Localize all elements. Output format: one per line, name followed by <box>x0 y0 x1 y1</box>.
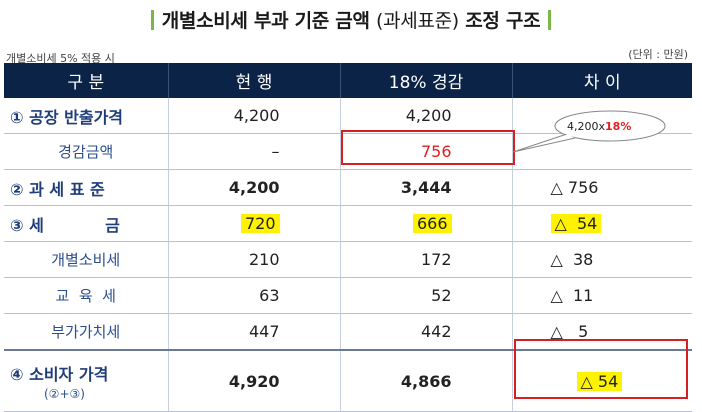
row-vat: 부가가치세 447 442 △ 5 <box>4 313 692 351</box>
page-title: 개별소비세 부과 기준 금액 (과세표준) 조정 구조 <box>0 6 702 33</box>
tax-base-current: 4,200 <box>167 169 340 206</box>
tax-diff: △ 54 <box>550 214 602 233</box>
consumer-reduced: 4,866 <box>339 350 512 412</box>
label-reduction: 경감금액 <box>4 133 168 170</box>
factory-reduced: 4,200 <box>339 98 512 134</box>
header-category: 구 분 <box>4 63 168 98</box>
tax-base-diff: △ 756 <box>511 169 692 206</box>
reduction-current: – <box>167 133 340 170</box>
title-light: (과세표준) <box>375 10 459 32</box>
vat-diff: △ 5 <box>511 313 692 351</box>
header-row: 구 분 현 행 18% 경감 차 이 <box>4 63 692 98</box>
row-tax-base: ② 과 세 표 준 4,200 3,444 △ 756 <box>4 169 692 206</box>
header-current: 현 행 <box>167 63 340 98</box>
unit-note: (단위 : 만원) <box>628 48 688 61</box>
education-diff: △ 11 <box>511 277 692 314</box>
condition-note: 개별소비세 5% 적용 시 <box>6 52 115 65</box>
tax-current: 720 <box>240 214 280 233</box>
callout-bubble <box>512 110 666 153</box>
label-tax-base: ② 과 세 표 준 <box>4 169 168 206</box>
label-tax: ③ 세 금 <box>4 205 168 242</box>
callout-prefix: 4,200x <box>567 120 606 133</box>
row-consumer: ④ 소비자 가격 (②+③) 4,920 4,866 △ 54 <box>4 350 692 412</box>
consumer-diff-highlight-box <box>514 339 688 399</box>
vat-current: 447 <box>167 313 340 351</box>
consumer-diff: △ 54 <box>576 371 623 391</box>
reduction-highlight-box <box>341 130 515 165</box>
factory-current: 4,200 <box>167 98 340 134</box>
consumer-current: 4,920 <box>167 350 340 412</box>
header-reduced: 18% 경감 <box>339 63 512 98</box>
callout-text: 4,200x18% <box>567 120 631 133</box>
title-bold-a: 개별소비세 부과 기준 금액 <box>161 10 370 32</box>
callout-rate: 18% <box>605 120 632 133</box>
label-consumer-sub: (②+③) <box>44 387 85 401</box>
row-education: 교 육 세 63 52 △ 11 <box>4 277 692 314</box>
excise-diff: △ 38 <box>511 241 692 278</box>
tax-table: 구 분 현 행 18% 경감 차 이 ① 공장 반출가격 4,200 4,200… <box>4 63 692 412</box>
row-tax: ③ 세 금 720 666 △ 54 <box>4 205 692 242</box>
excise-reduced: 172 <box>339 241 512 278</box>
title-bar-right <box>548 10 552 30</box>
title-bar-left <box>150 10 154 30</box>
header-diff: 차 이 <box>511 63 692 98</box>
label-consumer-cell: ④ 소비자 가격 (②+③) <box>4 350 168 412</box>
label-vat: 부가가치세 <box>4 313 168 351</box>
title-bold-b: 조정 구조 <box>465 10 541 32</box>
education-reduced: 52 <box>339 277 512 314</box>
label-education: 교 육 세 <box>4 277 168 314</box>
row-excise: 개별소비세 210 172 △ 38 <box>4 241 692 278</box>
label-factory: ① 공장 반출가격 <box>4 98 168 134</box>
label-excise: 개별소비세 <box>4 241 168 278</box>
vat-reduced: 442 <box>339 313 512 351</box>
label-consumer: ④ 소비자 가격 <box>10 365 109 384</box>
education-current: 63 <box>167 277 340 314</box>
tax-base-reduced: 3,444 <box>339 169 512 206</box>
excise-current: 210 <box>167 241 340 278</box>
tax-reduced: 666 <box>412 214 452 233</box>
